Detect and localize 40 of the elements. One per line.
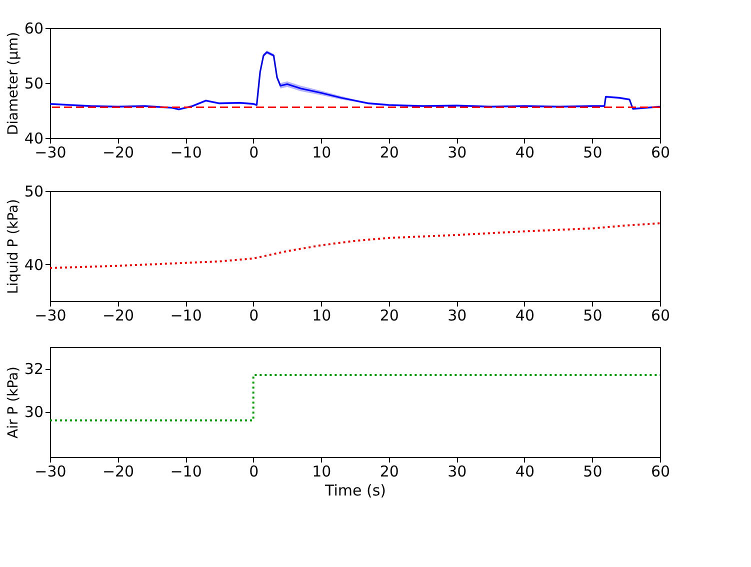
x-tick-label: −10 xyxy=(170,306,202,324)
y-axis-title: Liquid P (kPa) xyxy=(5,199,22,294)
x-tick-label: −30 xyxy=(34,306,66,324)
x-tick-label: 50 xyxy=(583,144,602,162)
line-series xyxy=(49,222,661,269)
x-tick-label: −10 xyxy=(170,462,202,480)
x-tick-label: 30 xyxy=(448,306,467,324)
x-tick-label: 0 xyxy=(249,144,259,162)
x-tick-label: −20 xyxy=(102,144,134,162)
x-tick-label: 40 xyxy=(515,306,534,324)
x-tick-label: 10 xyxy=(312,306,332,324)
x-tick-label: 60 xyxy=(650,144,670,162)
x-tick-label: −30 xyxy=(34,462,66,480)
x-tick-label: 50 xyxy=(583,462,602,480)
y-tick-label: 60 xyxy=(24,20,44,38)
x-tick-label: 50 xyxy=(583,306,602,324)
y-tick-label: 50 xyxy=(24,74,44,92)
y-axis-title: Air P (kPa) xyxy=(5,366,22,438)
x-tick-label: 10 xyxy=(312,462,332,480)
x-tick-label: −20 xyxy=(102,462,134,480)
x-tick-label: 40 xyxy=(515,144,534,162)
y-axis-title: Diameter (μm) xyxy=(5,32,22,136)
x-tick-label: 20 xyxy=(380,144,399,162)
x-axis-title: Time (s) xyxy=(324,482,386,500)
x-tick-label: 0 xyxy=(249,462,259,480)
x-tick-label: 20 xyxy=(380,462,399,480)
y-tick-label: 32 xyxy=(24,360,44,378)
y-tick-label: 40 xyxy=(24,256,44,274)
x-tick-label: 30 xyxy=(448,144,467,162)
y-tick-label: 50 xyxy=(24,182,44,200)
x-tick-label: 10 xyxy=(312,144,332,162)
x-tick-label: −20 xyxy=(102,306,134,324)
x-tick-label: 60 xyxy=(650,462,670,480)
x-tick-label: 60 xyxy=(650,306,670,324)
x-tick-label: 40 xyxy=(515,462,534,480)
y-tick-label: 30 xyxy=(24,403,44,422)
x-tick-label: 20 xyxy=(380,306,399,324)
x-tick-label: 0 xyxy=(249,306,259,324)
x-tick-label: 30 xyxy=(448,462,467,480)
x-tick-label: −10 xyxy=(170,144,202,162)
